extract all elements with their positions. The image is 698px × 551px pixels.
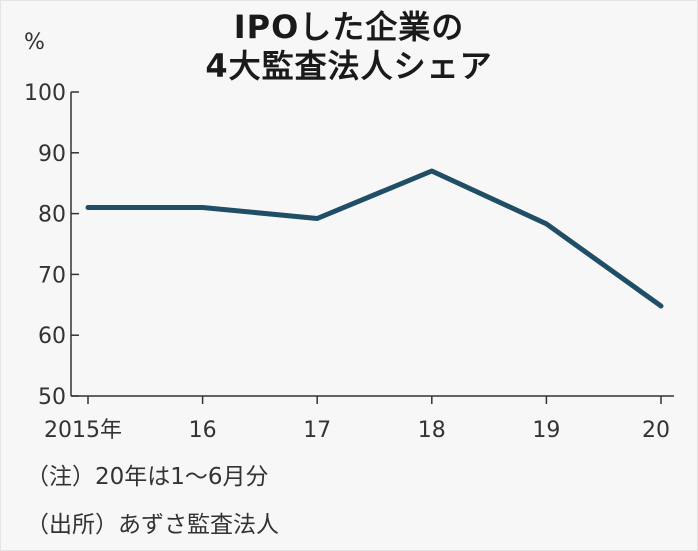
footnote: （注）20年は1～6月分 — [26, 464, 269, 490]
x-tick-label: 20 — [642, 418, 670, 443]
source-note: （出所）あずさ監査法人 — [26, 512, 279, 538]
y-tick-label: 60 — [38, 324, 66, 349]
y-tick-label: 80 — [38, 203, 66, 228]
series-group — [85, 168, 664, 309]
x-tick-label: 17 — [303, 418, 331, 443]
x-tick-label: 16 — [189, 418, 217, 443]
y-tick-label: 90 — [38, 142, 66, 167]
y-axis-unit-label: % — [24, 30, 45, 55]
y-tick-label: 70 — [38, 263, 66, 288]
x-tick-label: 19 — [532, 418, 560, 443]
x-tick-label: 18 — [418, 418, 446, 443]
series-line — [85, 168, 664, 309]
chart-title-line-2: 4大監査法人シェア — [205, 47, 493, 85]
x-axis: 2015年 16 17 18 19 20 — [44, 395, 674, 443]
chart-title-line-1: IPOした企業の — [233, 8, 465, 46]
y-tick-label: 100 — [24, 81, 66, 106]
x-tick-label: 2015年 — [44, 418, 122, 443]
y-axis: 50 60 70 80 90 100 — [24, 81, 79, 410]
y-tick-label: 50 — [38, 385, 66, 410]
